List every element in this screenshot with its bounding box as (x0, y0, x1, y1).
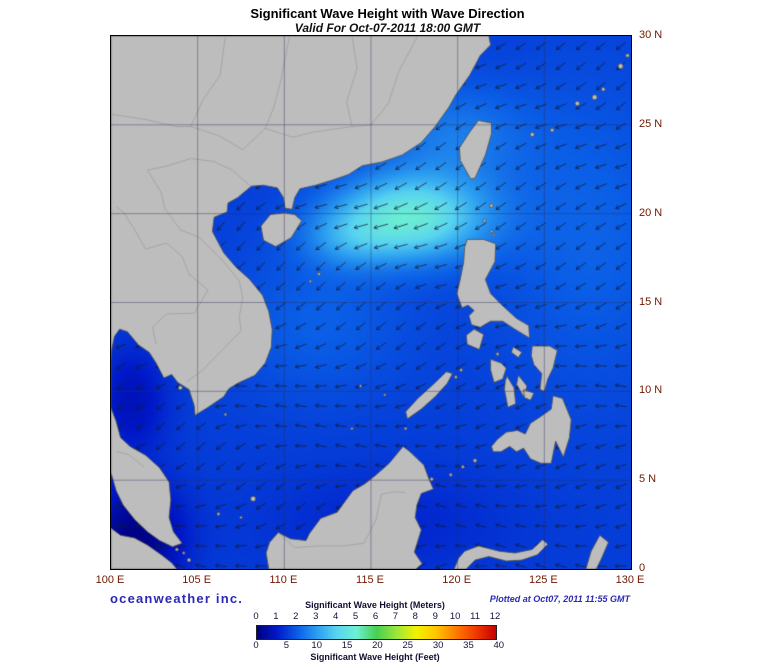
lat-tick-label: 25 N (639, 117, 663, 130)
colorbar-meters-title: Significant Wave Height (Meters) (305, 600, 445, 610)
colorbar-meter-tick: 6 (372, 611, 379, 622)
lat-tick-label: 10 N (639, 384, 663, 397)
colorbar-feet-tick: 10 (311, 640, 322, 651)
colorbar-meter-tick: 7 (392, 611, 399, 622)
lat-tick-label: 15 N (639, 295, 663, 308)
colorbar-meter-tick: 11 (470, 611, 481, 622)
plotted-timestamp: Plotted at Oct07, 2011 11:55 GMT (489, 594, 630, 604)
colorbar-meter-tick: 1 (273, 611, 279, 622)
lat-tick-label: 5 N (639, 473, 657, 486)
colorbar-gradient (256, 625, 497, 640)
page-title: Significant Wave Height with Wave Direct… (250, 6, 525, 21)
colorbar-feet-tick: 20 (372, 640, 383, 651)
colorbar-meter-tick: 9 (432, 611, 438, 622)
colorbar-feet-tick: 35 (463, 640, 474, 651)
lat-tick-label: 0 (639, 562, 646, 574)
colorbar-feet-tick: 0 (253, 640, 259, 651)
colorbar-meter-tick: 4 (333, 611, 339, 622)
colorbar-meter-tick: 2 (293, 611, 299, 622)
colorbar-feet-tick: 30 (432, 640, 444, 651)
lon-tick-label: 125 E (528, 574, 558, 586)
colorbar-meter-tick: 5 (352, 611, 359, 622)
map-frame (110, 35, 632, 570)
colorbar-feet-title: Significant Wave Height (Feet) (310, 652, 440, 662)
lon-tick-label: 120 E (442, 574, 472, 586)
oceanweather-logo-text: oceanweather inc. (110, 591, 244, 606)
colorbar-meter-tick: 3 (313, 611, 319, 622)
lon-tick-label: 110 E (269, 574, 298, 586)
lon-tick-label: 100 E (95, 574, 125, 586)
lat-tick-label: 30 N (639, 29, 663, 41)
colorbar-meter-tick: 0 (253, 611, 259, 622)
colorbar-meter-tick: 8 (412, 611, 418, 622)
wave-map-canvas (111, 36, 631, 569)
colorbar-feet-tick: 40 (493, 640, 505, 651)
colorbar-meter-tick: 10 (449, 611, 461, 622)
lon-tick-label: 115 E (356, 574, 384, 586)
colorbar-feet-tick: 5 (283, 640, 289, 651)
lon-tick-label: 130 E (615, 574, 645, 586)
colorbar-feet-tick: 15 (341, 640, 353, 651)
colorbar-meter-tick: 12 (489, 611, 501, 622)
valid-time-subtitle: Valid For Oct-07-2011 18:00 GMT (294, 21, 481, 35)
colorbar-feet-tick: 25 (402, 640, 414, 651)
lon-tick-label: 105 E (182, 574, 212, 586)
lat-tick-label: 20 N (639, 206, 663, 219)
